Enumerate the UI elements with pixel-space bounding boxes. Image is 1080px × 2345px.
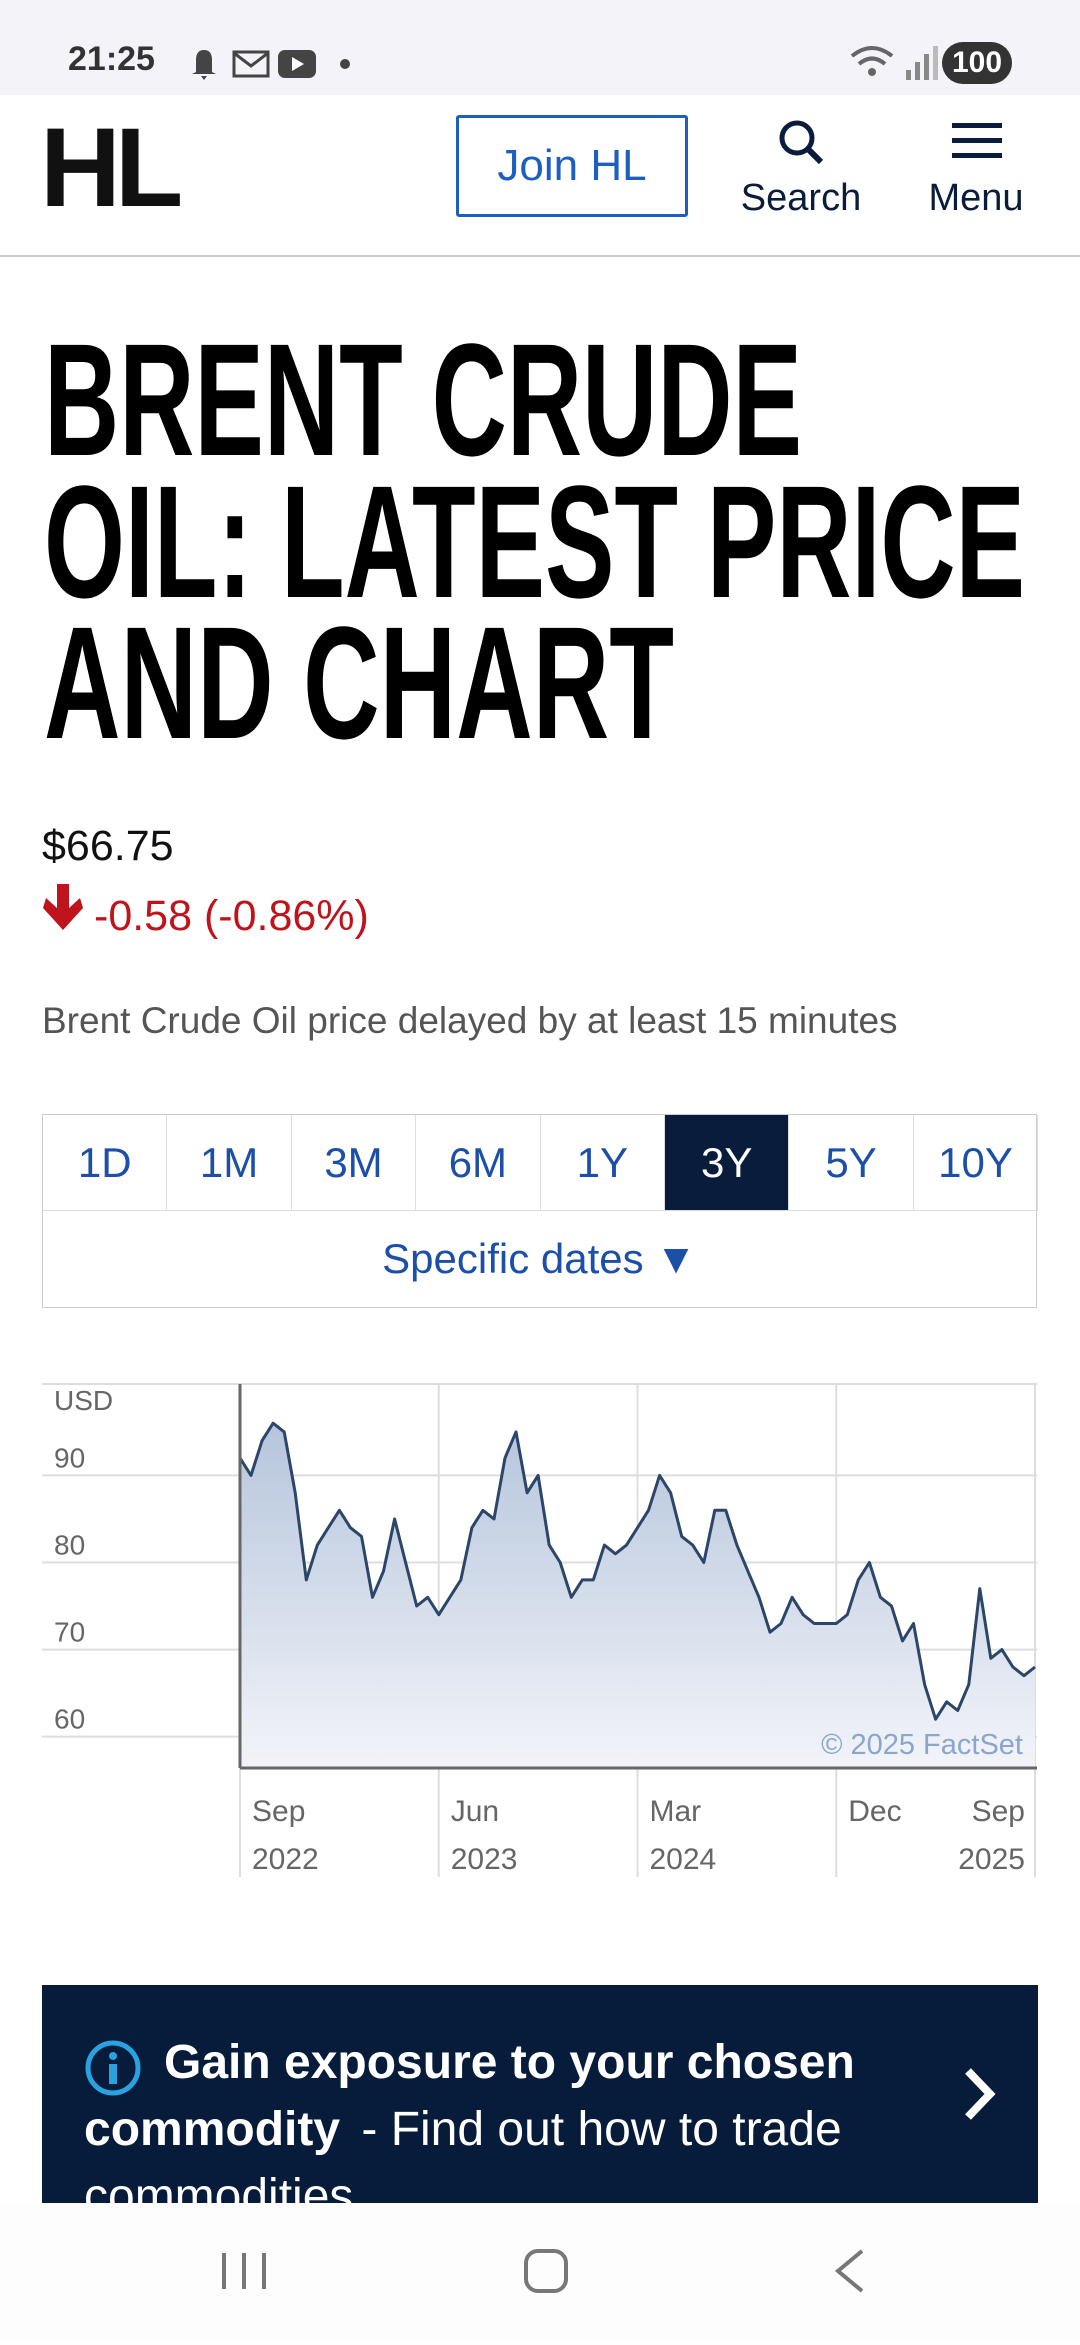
price-change: -0.58 (-0.86%) <box>94 892 369 940</box>
x-tick-label: Dec <box>848 1795 902 1828</box>
banner-text: Gain exposure to your chosen commodity -… <box>84 2029 944 2203</box>
logo[interactable]: HL <box>40 105 183 230</box>
price-line <box>238 1421 1036 1721</box>
back[interactable] <box>834 2249 864 2293</box>
x-tick-label: Sep 2022 <box>252 1795 319 1876</box>
y-tick-label: 70 <box>54 1617 85 1648</box>
search-icon[interactable] <box>776 117 826 167</box>
period-tab[interactable]: 1D <box>43 1115 168 1211</box>
period-tab[interactable]: 6M <box>416 1115 541 1211</box>
period-tab[interactable]: 1Y <box>540 1115 665 1211</box>
nav-icons <box>222 2249 864 2293</box>
specific-dates[interactable]: Specific dates ▼ <box>382 1235 697 1282</box>
title-line: AND CHART <box>44 593 674 772</box>
menu-label[interactable]: Menu <box>928 177 1024 219</box>
status-time: 21:25 <box>68 40 155 78</box>
delay-note: Brent Crude Oil price delayed by at leas… <box>42 1000 898 1041</box>
title-line: OIL: LATEST PRICE <box>44 452 1025 631</box>
period-tab[interactable]: 10Y <box>913 1115 1039 1211</box>
page-title: BRENT CRUDE OIL: LATEST PRICE AND CHART <box>44 310 1025 772</box>
status-icons <box>192 50 350 80</box>
join-button[interactable]: Join HL <box>456 115 688 217</box>
credit: © 2025 FactSet <box>821 1729 1023 1761</box>
battery: 100 <box>942 42 1012 84</box>
title-line: BRENT CRUDE <box>44 310 802 489</box>
banner-link: - Find out how to trade commodities <box>84 2103 842 2203</box>
x-tick-label: Jun 2023 <box>450 1795 518 1876</box>
y-tick-label: 80 <box>54 1530 85 1561</box>
chevron <box>965 2068 996 2120</box>
info-icon <box>85 2040 141 2096</box>
search-label[interactable]: Search <box>740 177 862 219</box>
nav-bar <box>0 2203 1080 2340</box>
down-arrow <box>43 884 83 930</box>
banner[interactable]: Gain exposure to your chosen commodity -… <box>42 1985 1038 2203</box>
recent-apps[interactable] <box>222 2253 266 2289</box>
home[interactable] <box>524 2249 568 2293</box>
header: HL Join HL Search Menu <box>0 95 1080 257</box>
period-tabs: Specific dates ▼ 1D 1M 3M 6M 1Y 3Y 5Y 10Y <box>42 1114 1039 1308</box>
menu-icon[interactable] <box>950 121 1004 161</box>
price: $66.75 <box>42 822 174 870</box>
signal-icons <box>850 46 938 80</box>
banner-bold: Gain exposure to your chosen commodity <box>84 2036 855 2156</box>
area <box>240 1423 1035 1768</box>
x-tick-label: Sep 2025 <box>958 1795 1025 1876</box>
period-tab[interactable]: 5Y <box>789 1115 914 1211</box>
x-tick-label: Mar 2024 <box>649 1795 717 1876</box>
y-tick-label: 60 <box>54 1704 85 1735</box>
period-tab[interactable]: 1M <box>167 1115 292 1211</box>
chart: 60 70 80 90 USD © 2025 FactSet <box>42 1383 1037 1877</box>
x-labels: Sep 2022 Jun 2023 Mar 2024 Dec Sep 2025 <box>0 1360 1080 1900</box>
period-tab[interactable]: 3M <box>291 1115 417 1211</box>
status-bar: 21:25 100 <box>0 0 1080 95</box>
y-tick-label: 90 <box>54 1442 85 1473</box>
y-unit-label: USD <box>54 1385 113 1416</box>
period-tab[interactable]: 3Y <box>665 1115 790 1211</box>
